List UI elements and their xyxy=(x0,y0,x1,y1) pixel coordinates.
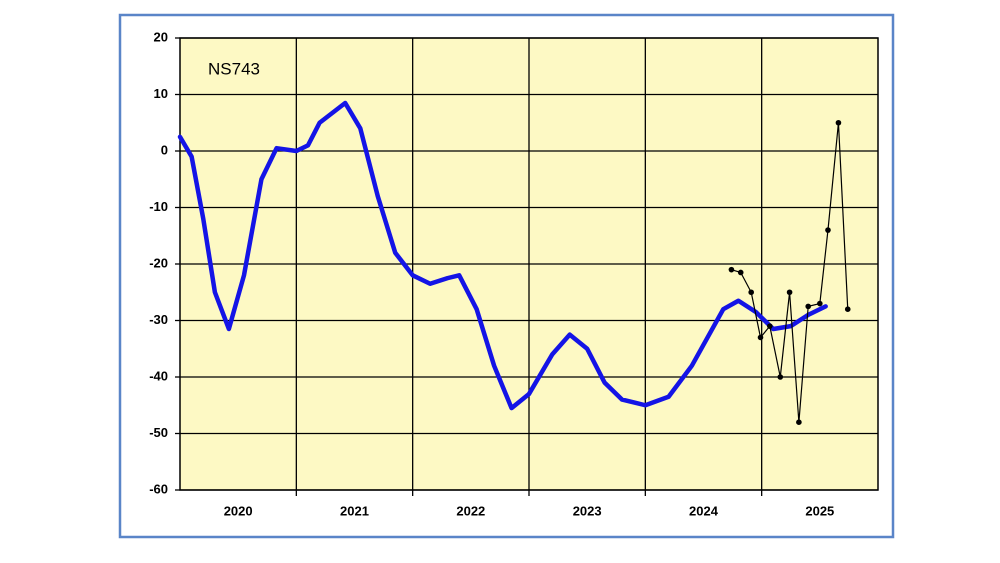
point xyxy=(777,374,784,380)
point xyxy=(844,306,851,313)
point xyxy=(786,289,793,296)
point xyxy=(737,269,744,276)
y-tick-label: 20 xyxy=(154,29,168,44)
point xyxy=(728,266,735,273)
point xyxy=(805,303,811,310)
x-tick-label: 2025 xyxy=(805,503,834,518)
y-tick-label: -40 xyxy=(149,368,168,383)
x-tick-label: 2022 xyxy=(456,503,485,518)
y-tick-label: 10 xyxy=(154,86,168,101)
y-tick-label: -30 xyxy=(149,312,168,327)
y-tick-label: -10 xyxy=(149,199,168,214)
y-tick-label: 0 xyxy=(161,142,168,157)
point xyxy=(817,300,823,307)
point xyxy=(757,334,764,341)
x-tick-label: 2023 xyxy=(573,503,602,518)
y-tick-label: -20 xyxy=(149,255,168,270)
x-tick-label: 2024 xyxy=(689,503,719,518)
point xyxy=(748,289,754,296)
point xyxy=(835,119,842,126)
annotation: NS743 xyxy=(208,59,260,78)
point xyxy=(767,323,773,329)
point xyxy=(796,419,802,426)
y-tick-label: -50 xyxy=(149,425,168,440)
series-line xyxy=(177,100,828,411)
y-tick-label: -60 xyxy=(149,481,168,496)
x-tick-label: 2020 xyxy=(224,503,253,518)
x-tick-label: 2021 xyxy=(340,503,369,518)
point xyxy=(825,227,831,233)
